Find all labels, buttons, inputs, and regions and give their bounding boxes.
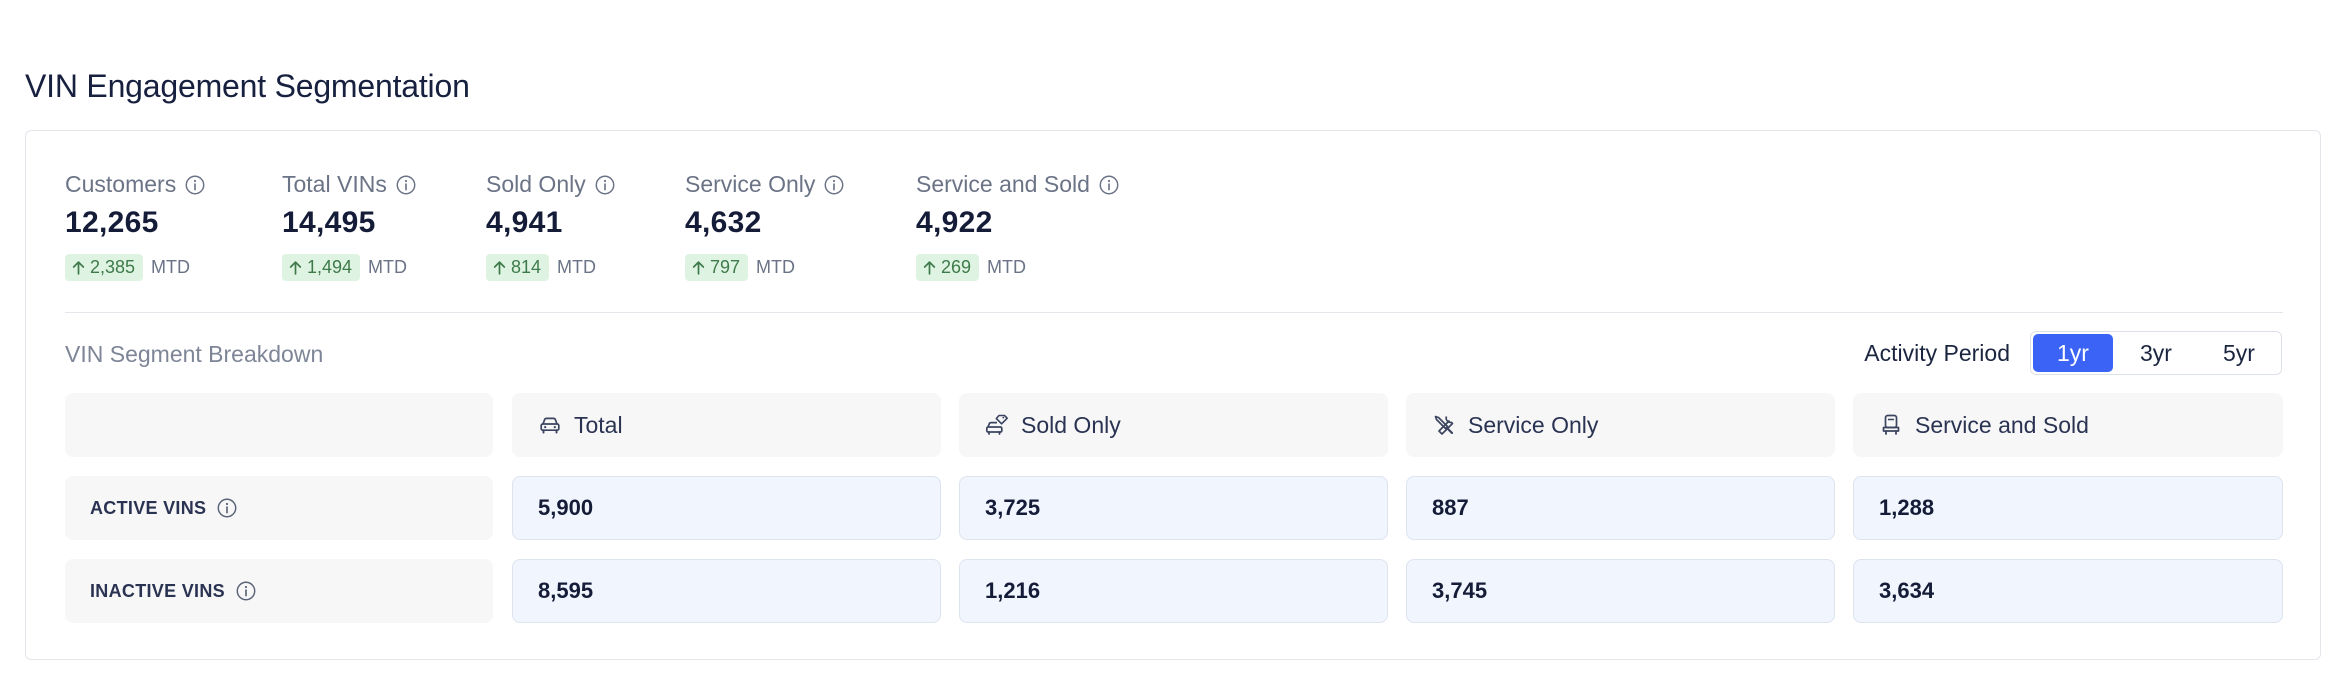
stat-label: Customers xyxy=(65,171,177,197)
table-cell: 1,216 xyxy=(959,559,1388,623)
stat-label: Total VINs xyxy=(282,171,387,197)
delta-badge: 814 xyxy=(486,254,550,281)
delta-suffix: MTD xyxy=(151,257,191,277)
arrow-up-icon xyxy=(72,261,85,275)
info-icon[interactable] xyxy=(1098,174,1120,196)
delta-badge: 269 xyxy=(916,254,980,281)
arrow-up-icon xyxy=(692,261,705,275)
stat-value: 14,495 xyxy=(282,206,376,239)
delta-badge: 1,494 xyxy=(282,254,361,281)
column-header-service-only: Service Only xyxy=(1406,393,1835,457)
period-5yr-button[interactable]: 5yr xyxy=(2223,339,2255,366)
stat-value: 12,265 xyxy=(65,206,159,239)
car-tag-icon xyxy=(985,414,1008,435)
segmentation-card: Customers 12,265 2,385 MTD Total VINs 14… xyxy=(25,130,2321,660)
column-header-total: Total xyxy=(512,393,941,457)
table-cell: 5,900 xyxy=(512,476,941,540)
column-label: Sold Only xyxy=(1021,411,1121,438)
table-cell: 3,725 xyxy=(959,476,1388,540)
table-cell: 8,595 xyxy=(512,559,941,623)
stat-value: 4,632 xyxy=(685,206,762,239)
stat-label: Sold Only xyxy=(486,171,586,197)
arrow-up-icon xyxy=(289,261,302,275)
delta-suffix: MTD xyxy=(557,257,597,277)
stat-customers: Customers 12,265 2,385 MTD xyxy=(65,171,206,281)
table-corner xyxy=(65,393,493,457)
period-1yr-button[interactable]: 1yr xyxy=(2033,334,2113,372)
table-cell: 887 xyxy=(1406,476,1835,540)
info-icon[interactable] xyxy=(823,174,845,196)
arrow-up-icon xyxy=(923,261,936,275)
period-toggle: 1yr 3yr 5yr xyxy=(2030,331,2282,375)
activity-period-label: Activity Period xyxy=(1864,339,2010,366)
period-3yr-button[interactable]: 3yr xyxy=(2140,339,2172,366)
info-icon[interactable] xyxy=(216,497,238,519)
column-label: Service and Sold xyxy=(1915,411,2089,438)
stat-value: 4,941 xyxy=(486,206,563,239)
stat-label: Service Only xyxy=(685,171,816,197)
column-header-service-and-sold: Service and Sold xyxy=(1853,393,2283,457)
info-icon[interactable] xyxy=(235,580,257,602)
table-cell: 3,634 xyxy=(1853,559,2283,623)
divider xyxy=(65,312,2283,313)
delta-suffix: MTD xyxy=(987,257,1027,277)
arrow-up-icon xyxy=(493,261,506,275)
section-title: VIN Segment Breakdown xyxy=(65,341,324,367)
delta-badge: 2,385 xyxy=(65,254,144,281)
stat-sold-only: Sold Only 4,941 814 MTD xyxy=(486,171,616,281)
page-title: VIN Engagement Segmentation xyxy=(25,68,470,104)
delta-suffix: MTD xyxy=(368,257,408,277)
info-icon[interactable] xyxy=(594,174,616,196)
car-seat-icon xyxy=(1882,414,1900,435)
info-icon[interactable] xyxy=(395,174,417,196)
car-icon xyxy=(540,417,560,434)
tools-icon xyxy=(1434,415,1454,435)
delta-badge: 797 xyxy=(685,254,749,281)
column-header-sold-only: Sold Only xyxy=(959,393,1388,457)
info-icon[interactable] xyxy=(184,174,206,196)
stats-row: Customers 12,265 2,385 MTD Total VINs 14… xyxy=(65,171,1365,291)
stat-total-vins: Total VINs 14,495 1,494 MTD xyxy=(282,171,417,281)
stat-value: 4,922 xyxy=(916,206,993,239)
row-label-active-vins: ACTIVE VINS xyxy=(65,476,493,540)
column-label: Total xyxy=(574,411,623,438)
table-cell: 1,288 xyxy=(1853,476,2283,540)
stat-service-and-sold: Service and Sold 4,922 269 MTD xyxy=(916,171,1120,281)
row-label-inactive-vins: INACTIVE VINS xyxy=(65,559,493,623)
delta-suffix: MTD xyxy=(756,257,796,277)
activity-period: Activity Period 1yr 3yr 5yr xyxy=(1864,331,2282,375)
stat-label: Service and Sold xyxy=(916,171,1090,197)
stat-service-only: Service Only 4,632 797 MTD xyxy=(685,171,845,281)
column-label: Service Only xyxy=(1468,411,1599,438)
table-cell: 3,745 xyxy=(1406,559,1835,623)
